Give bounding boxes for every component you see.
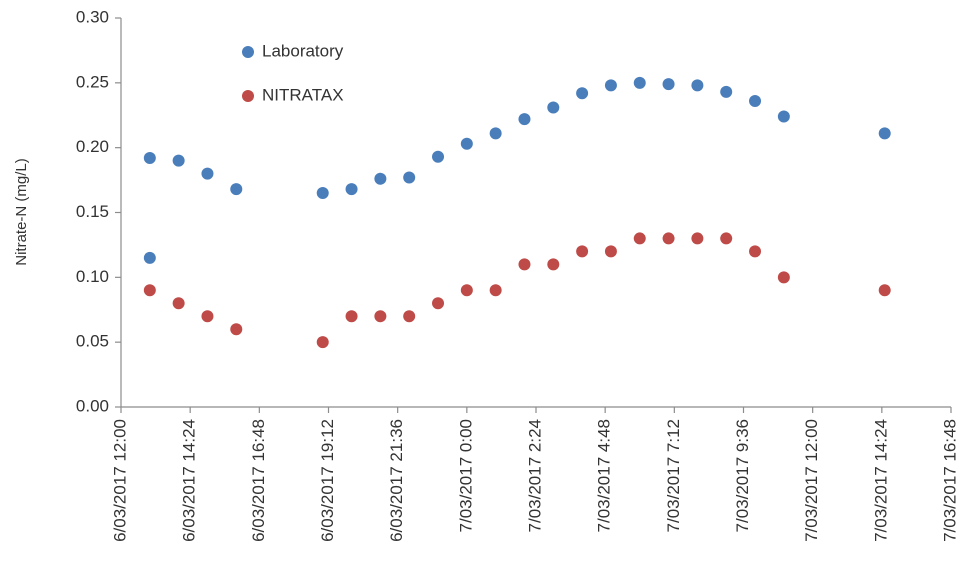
legend-marker xyxy=(242,90,254,102)
data-point xyxy=(777,110,790,123)
x-tick-label: 6/03/2017 19:12 xyxy=(318,419,337,542)
data-point xyxy=(432,297,445,310)
legend-marker xyxy=(242,46,254,58)
data-point xyxy=(691,232,704,245)
data-point xyxy=(143,284,156,297)
x-tick-label: 7/03/2017 9:36 xyxy=(733,419,752,532)
x-tick-label: 6/03/2017 12:00 xyxy=(110,419,129,542)
data-point xyxy=(316,187,329,200)
data-point xyxy=(172,154,185,167)
x-tick-label: 7/03/2017 14:24 xyxy=(871,419,890,542)
data-point xyxy=(460,284,473,297)
data-point xyxy=(777,271,790,284)
data-point xyxy=(201,167,214,180)
data-point xyxy=(143,251,156,264)
x-tick-label: 6/03/2017 14:24 xyxy=(180,419,199,542)
y-tick-label: 0.05 xyxy=(76,332,109,351)
legend-label: NITRATAX xyxy=(262,85,344,104)
x-tick-label: 7/03/2017 4:48 xyxy=(595,419,614,532)
data-point xyxy=(576,245,589,258)
data-point xyxy=(749,94,762,107)
legend-label: Laboratory xyxy=(262,41,344,60)
data-point xyxy=(230,183,243,196)
data-point xyxy=(749,245,762,258)
data-point xyxy=(691,79,704,92)
y-tick-label: 0.15 xyxy=(76,202,109,221)
data-point xyxy=(662,78,675,91)
data-point xyxy=(604,79,617,92)
data-point xyxy=(576,87,589,100)
data-point xyxy=(878,284,891,297)
x-tick-label: 7/03/2017 7:12 xyxy=(664,419,683,532)
y-tick-label: 0.10 xyxy=(76,267,109,286)
data-point xyxy=(172,297,185,310)
data-point xyxy=(403,171,416,184)
data-point xyxy=(720,85,733,98)
data-point xyxy=(201,310,214,323)
data-point xyxy=(489,284,502,297)
x-tick-label: 7/03/2017 16:48 xyxy=(940,419,959,542)
data-point xyxy=(518,258,531,271)
data-point xyxy=(633,76,646,89)
data-point xyxy=(143,152,156,165)
y-tick-label: 0.25 xyxy=(76,72,109,91)
x-tick-label: 7/03/2017 12:00 xyxy=(802,419,821,542)
data-point xyxy=(432,150,445,163)
y-tick-label: 0.20 xyxy=(76,137,109,156)
data-point xyxy=(878,127,891,140)
x-tick-label: 6/03/2017 16:48 xyxy=(249,419,268,542)
y-axis-label: Nitrate-N (mg/L) xyxy=(13,158,30,266)
data-point xyxy=(230,323,243,336)
data-point xyxy=(720,232,733,245)
y-tick-label: 0.30 xyxy=(76,7,109,26)
data-point xyxy=(518,113,531,126)
data-point xyxy=(662,232,675,245)
data-point xyxy=(403,310,416,323)
data-point xyxy=(547,258,560,271)
data-point xyxy=(345,183,358,196)
x-tick-label: 7/03/2017 0:00 xyxy=(456,419,475,532)
data-point xyxy=(374,310,387,323)
data-point xyxy=(460,137,473,150)
y-tick-label: 0.00 xyxy=(76,396,109,415)
data-point xyxy=(604,245,617,258)
data-point xyxy=(374,172,387,185)
data-point xyxy=(345,310,358,323)
data-point xyxy=(316,336,329,349)
data-point xyxy=(489,127,502,140)
data-point xyxy=(633,232,646,245)
data-point xyxy=(547,101,560,114)
x-tick-label: 7/03/2017 2:24 xyxy=(525,419,544,532)
x-tick-label: 6/03/2017 21:36 xyxy=(387,419,406,542)
